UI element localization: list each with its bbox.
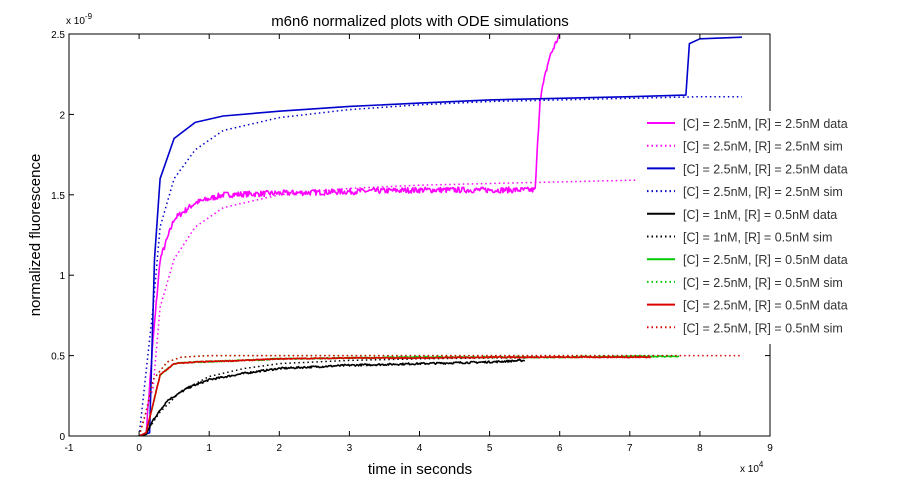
x-axis-exponent: x 104 [740, 460, 764, 475]
x-tick-label: 8 [697, 443, 703, 454]
y-axis-exponent: x 10-9 [66, 12, 93, 27]
series-line-8 [138, 354, 679, 436]
series-line-2 [138, 179, 644, 436]
y-tick-label: 1 [59, 271, 65, 282]
series-line-7 [138, 355, 680, 436]
x-tick-label: 6 [557, 443, 563, 454]
series-line-3 [138, 36, 743, 436]
y-tick-label: 0.5 [51, 352, 65, 363]
x-tick-label: 7 [627, 443, 633, 454]
axis-ticks: -1 0 1 2 3 4 5 6 7 8 900.511.522.5 [51, 30, 773, 454]
x-tick-label: 0 [136, 443, 142, 454]
legend-label: [C] = 1nM, [R] = 0.5nM data [683, 208, 837, 222]
x-tick-label: -1 [65, 443, 74, 454]
chart-title: m6n6 normalized plots with ODE simulatio… [271, 13, 569, 30]
y-tick-label: 0 [59, 432, 65, 443]
y-axis-label: normalized fluorescence [27, 154, 44, 317]
series-line-1 [138, 34, 561, 436]
y-tick-label: 2.5 [51, 30, 65, 41]
x-axis-label: time in seconds [368, 461, 472, 478]
x-tick-label: 5 [487, 443, 493, 454]
plot-series [138, 34, 743, 436]
series-line-10 [138, 354, 742, 436]
legend-label: [C] = 1nM, [R] = 0.5nM sim [683, 231, 832, 245]
series-line-9 [138, 355, 652, 436]
x-tick-label: 4 [417, 443, 423, 454]
legend-label: [C] = 2.5nM, [R] = 2.5nM sim [683, 185, 843, 199]
x-tick-label: 1 [206, 443, 212, 454]
legend-label: [C] = 2.5nM, [R] = 0.5nM sim [683, 276, 843, 290]
legend-label: [C] = 2.5nM, [R] = 0.5nM data [683, 299, 848, 313]
y-tick-label: 2 [59, 110, 65, 121]
legend-label: [C] = 2.5nM, [R] = 2.5nM sim [683, 140, 843, 154]
series-line-5 [138, 359, 526, 436]
legend-label: [C] = 2.5nM, [R] = 0.5nM data [683, 253, 848, 267]
series-line-6 [138, 357, 525, 436]
legend: [C] = 2.5nM, [R] = 2.5nM data [C] = 2.5nM… [637, 111, 903, 344]
x-tick-label: 9 [767, 443, 773, 454]
x-tick-label: 3 [347, 443, 353, 454]
y-tick-label: 1.5 [51, 191, 65, 202]
legend-label: [C] = 2.5nM, [R] = 2.5nM data [683, 162, 848, 176]
legend-label: [C] = 2.5nM, [R] = 2.5nM data [683, 117, 848, 131]
legend-box [637, 111, 903, 344]
x-tick-label: 2 [277, 443, 283, 454]
legend-label: [C] = 2.5nM, [R] = 0.5nM sim [683, 321, 843, 335]
